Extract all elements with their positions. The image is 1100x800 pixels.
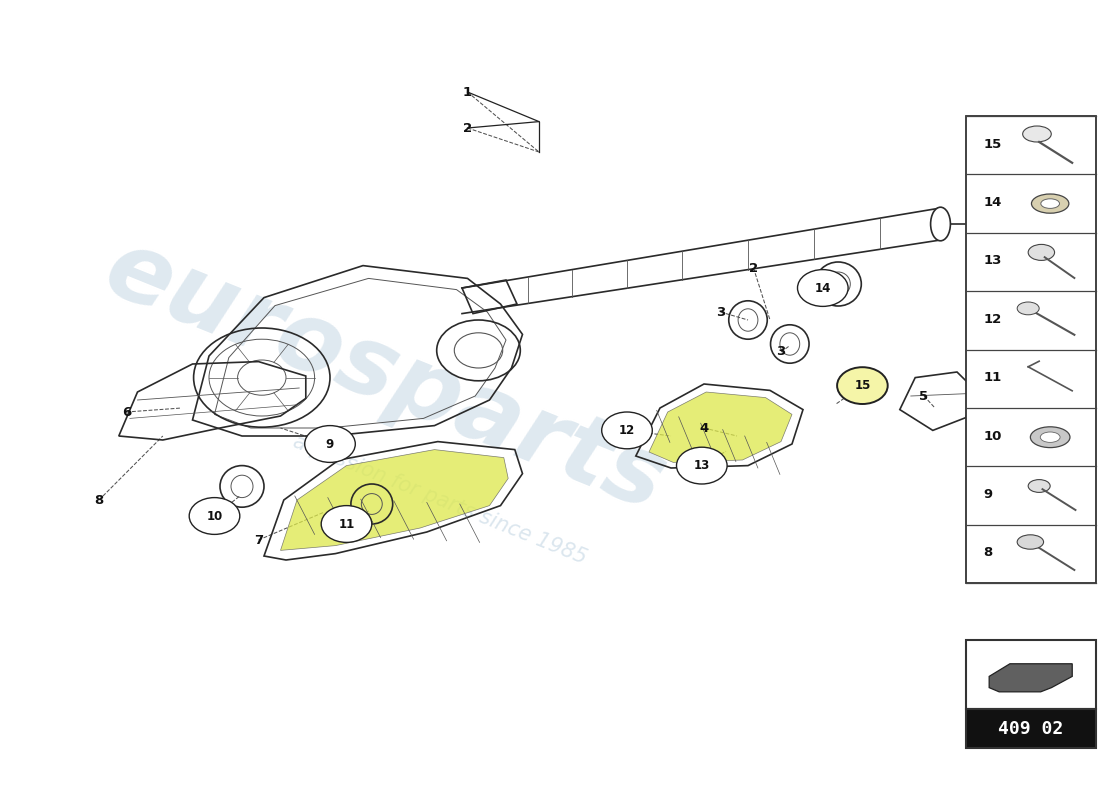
Text: 5: 5	[920, 390, 928, 402]
Bar	[966, 116, 1096, 583]
Text: 7: 7	[254, 534, 263, 546]
Circle shape	[321, 506, 372, 542]
Text: 13: 13	[983, 254, 1002, 267]
Ellipse shape	[931, 207, 950, 241]
Text: 1: 1	[463, 86, 472, 98]
Text: 13: 13	[694, 459, 710, 472]
Text: 15: 15	[983, 138, 1002, 150]
Text: 10: 10	[207, 510, 222, 522]
Ellipse shape	[1023, 126, 1052, 142]
Ellipse shape	[1031, 427, 1070, 447]
Text: eurosparts: eurosparts	[91, 222, 679, 530]
Polygon shape	[989, 664, 1072, 692]
Text: 2: 2	[463, 122, 472, 134]
Text: a passion for parts since 1985: a passion for parts since 1985	[290, 432, 590, 568]
Circle shape	[837, 367, 888, 404]
Text: 11: 11	[983, 371, 1002, 384]
Ellipse shape	[1028, 480, 1050, 493]
Text: 12: 12	[619, 424, 635, 437]
Text: 10: 10	[983, 430, 1002, 442]
Ellipse shape	[1032, 194, 1069, 214]
Text: 4: 4	[700, 422, 708, 434]
Ellipse shape	[1041, 432, 1060, 442]
Polygon shape	[649, 392, 792, 462]
Ellipse shape	[1041, 199, 1059, 208]
Text: 14: 14	[815, 282, 830, 294]
Text: 8: 8	[983, 546, 992, 559]
Text: 8: 8	[95, 494, 103, 506]
Text: 3: 3	[716, 306, 725, 318]
Text: 9: 9	[983, 488, 992, 501]
Circle shape	[798, 270, 848, 306]
Circle shape	[602, 412, 652, 449]
Text: 2: 2	[749, 262, 758, 274]
Text: 6: 6	[122, 406, 131, 418]
Ellipse shape	[1018, 302, 1040, 314]
Text: 14: 14	[983, 196, 1002, 209]
Text: 12: 12	[983, 313, 1002, 326]
Bar	[966, 640, 1096, 709]
Circle shape	[676, 447, 727, 484]
Circle shape	[189, 498, 240, 534]
Text: 3: 3	[777, 346, 785, 358]
Circle shape	[305, 426, 355, 462]
Text: 11: 11	[339, 518, 354, 530]
Text: 9: 9	[326, 438, 334, 450]
Bar	[966, 709, 1096, 748]
Text: 409 02: 409 02	[998, 719, 1064, 738]
Ellipse shape	[1028, 245, 1055, 261]
Text: 15: 15	[855, 379, 870, 392]
Polygon shape	[280, 450, 508, 550]
Ellipse shape	[1018, 534, 1044, 549]
